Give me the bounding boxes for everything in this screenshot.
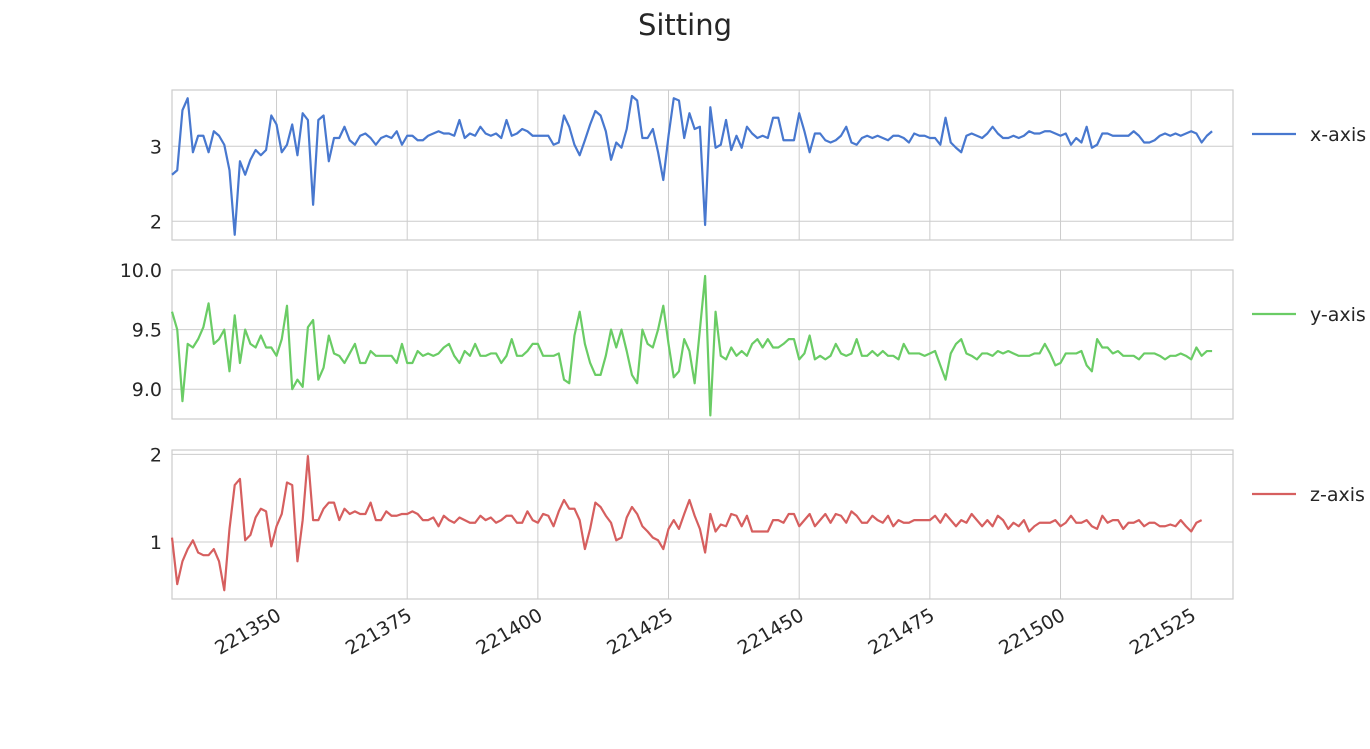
y-tick-label: 2 (150, 211, 162, 233)
plot-area-3 (172, 450, 1233, 599)
series-line-z-axis (170, 455, 1203, 592)
x-tick-label: 221525 (1126, 604, 1200, 659)
x-tick-label: 221375 (342, 604, 416, 659)
x-tick-label: 221475 (865, 604, 939, 659)
x-tick-label: 221350 (211, 604, 285, 659)
x-tick-label: 221500 (995, 604, 1069, 659)
x-tick-label: 221400 (473, 604, 547, 659)
y-tick-label: 3 (150, 136, 162, 158)
x-tick-label: 221450 (734, 604, 808, 659)
plot-frame (171, 89, 1234, 241)
y-tick-label: 1 (150, 532, 162, 554)
x-tick-label: 221425 (603, 604, 677, 659)
y-tick-label: 9.5 (132, 320, 162, 342)
series-line-y-axis (170, 274, 1213, 417)
y-tick-label: 9.0 (132, 379, 162, 401)
legend-label: z-axis (1310, 484, 1365, 506)
legend-label: y-axis (1310, 304, 1366, 326)
plot-frame (171, 449, 1234, 600)
chart-title: Sitting (637, 8, 733, 42)
series-line-x-axis (171, 94, 1213, 236)
plot-frame (171, 269, 1234, 420)
y-tick-label: 10.0 (120, 260, 162, 282)
legend-label: x-axis (1310, 124, 1366, 146)
y-tick-label: 2 (150, 444, 162, 466)
